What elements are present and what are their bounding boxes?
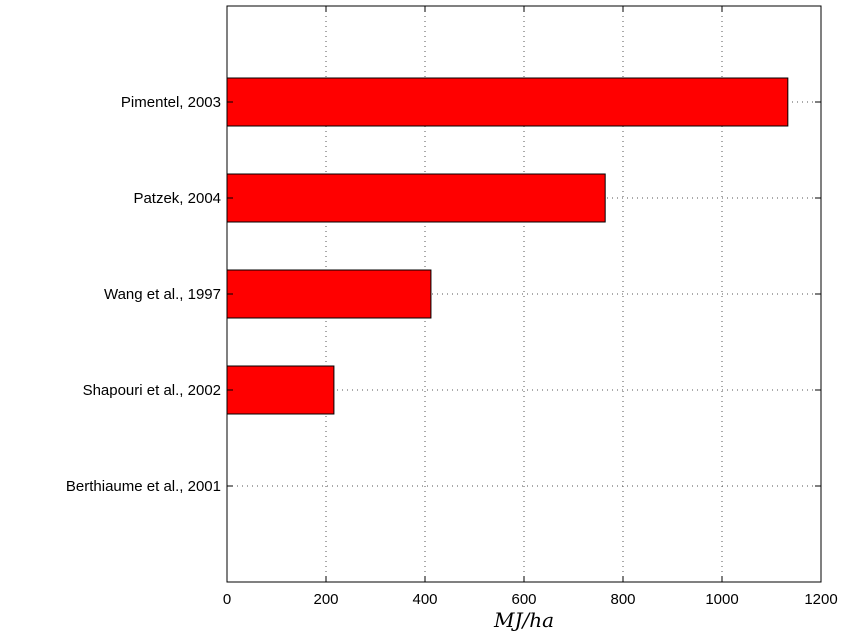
x-tick-label: 600 bbox=[511, 591, 536, 608]
bar bbox=[226, 269, 432, 319]
axis-ticks bbox=[226, 6, 822, 582]
bar bbox=[226, 365, 335, 415]
category-label: Berthiaume et al., 2001 bbox=[66, 478, 221, 495]
x-tick-label: 0 bbox=[223, 591, 231, 608]
x-tick-labels: 0 200 400 600 800 1000 1200 bbox=[223, 591, 838, 608]
category-labels: Pimentel, 2003 Patzek, 2004 Wang et al., 1… bbox=[66, 94, 221, 495]
x-tick-label: 1000 bbox=[705, 591, 738, 608]
category-label: Wang et al., 1997 bbox=[104, 286, 221, 303]
category-label: Shapouri et al., 2002 bbox=[83, 382, 221, 399]
x-tick-label: 400 bbox=[412, 591, 437, 608]
category-label: Pimentel, 2003 bbox=[121, 94, 221, 111]
x-tick-label: 1200 bbox=[804, 591, 837, 608]
bar bbox=[226, 173, 606, 223]
x-tick-label: 800 bbox=[610, 591, 635, 608]
x-axis-title: MJ/ha bbox=[493, 608, 554, 632]
x-tick-label: 200 bbox=[313, 591, 338, 608]
bars bbox=[226, 77, 789, 415]
category-label: Patzek, 2004 bbox=[133, 190, 221, 207]
bar bbox=[226, 77, 789, 127]
